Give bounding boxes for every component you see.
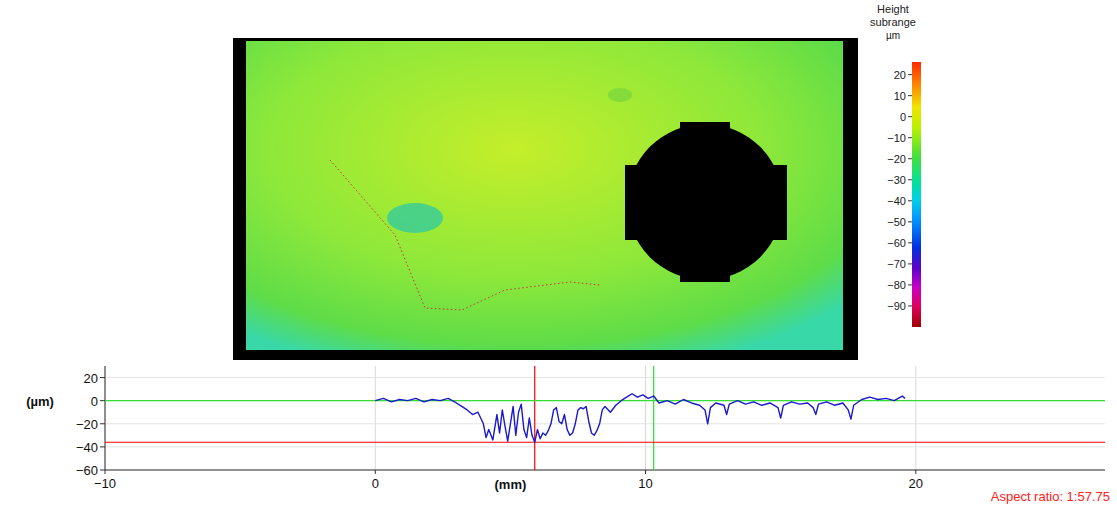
x-tick-label: 0 [372,476,379,491]
colorbar-tick-label: −10 [887,132,906,144]
profile-chart: 200−20−40−60−1001020(µm)(mm)Aspect ratio… [26,366,1110,504]
map-trace [330,160,600,310]
grid-line-y [105,423,1105,424]
x-tick-label: 10 [638,476,652,491]
map-spot [608,88,632,102]
colorbar-tick-label: 10 [894,90,906,102]
y-tick-label: 20 [84,371,98,386]
x-tick [375,470,376,474]
colorbar-tick [908,158,912,159]
x-tick [645,470,646,474]
map-tab [765,165,787,240]
colorbar: 20 10 0 −10 −20 −30 −40 −50 −60 −70 −80 −90 Heightsu… [870,3,921,327]
grid-line-y [105,446,1105,447]
colorbar-tick [908,305,912,306]
grid-line-x [375,366,376,470]
grid-line-x [915,366,916,470]
y-tick [100,446,105,447]
cursor-line [105,400,1105,401]
y-tick [100,377,105,378]
colorbar-tick [908,179,912,180]
grid-line-y [105,377,1105,378]
map-surface [246,41,843,350]
colorbar-tick-label: −70 [887,258,906,270]
colorbar-title-line: subrange [870,16,916,28]
colorbar-tick [908,242,912,243]
y-axis [105,366,106,470]
colorbar-tick [908,263,912,264]
colorbar-tick-label: 0 [900,111,906,123]
colorbar-tick [908,116,912,117]
map-tab [680,264,730,282]
colorbar-tick [908,74,912,75]
colorbar-tick-label: −40 [887,195,906,207]
map-tab [625,165,637,240]
y-tick-label: 0 [91,394,98,409]
y-axis-title: (µm) [26,394,54,409]
colorbar-tick-label: −60 [887,237,906,249]
colorbar-bar [912,62,921,327]
x-axis-title: (mm) [495,477,527,492]
colorbar-tick [908,284,912,285]
x-tick-label: 20 [909,476,923,491]
plot-data [105,366,1105,470]
cursor-line [534,366,535,470]
cursor-line [653,366,654,470]
colorbar-tick-label: −50 [887,216,906,228]
x-tick [915,470,916,474]
x-axis [105,470,1105,471]
colorbar-title: Heightsubrange [870,3,916,28]
aspect-ratio: Aspect ratio: 1:57.75 [991,489,1110,504]
map-hole [627,124,783,280]
colorbar-tick-label: 20 [894,69,906,81]
grid-line-x [105,366,106,470]
page: 20 10 0 −10 −20 −30 −40 −50 −60 −70 −80 −90 Heightsu… [0,0,1117,508]
colorbar-tick [908,137,912,138]
colorbar-tick-label: −80 [887,279,906,291]
colorbar-tick-label: −90 [887,300,906,312]
x-tick-label: −10 [94,476,116,491]
colorbar-tick-label: −30 [887,174,906,186]
profile-line [375,394,905,443]
grid-line-y [105,470,1105,471]
map-tab [680,122,730,140]
colorbar-tick [908,221,912,222]
colorbar-unit: µm [886,30,900,41]
height-map [233,38,858,360]
colorbar-tick [908,200,912,201]
grid-line-x [645,366,646,470]
y-tick [100,423,105,424]
colorbar-title-line: Height [877,3,909,15]
map-frame [233,38,858,360]
colorbar-tick-label: −20 [887,153,906,165]
cursor-line [105,442,1105,443]
map-defect [387,203,443,233]
y-tick-label: −20 [76,417,98,432]
y-tick-label: −40 [76,440,98,455]
grid-line-y [105,400,1105,401]
x-tick [105,470,106,474]
y-tick [100,470,105,471]
colorbar-tick [908,95,912,96]
y-tick [100,400,105,401]
